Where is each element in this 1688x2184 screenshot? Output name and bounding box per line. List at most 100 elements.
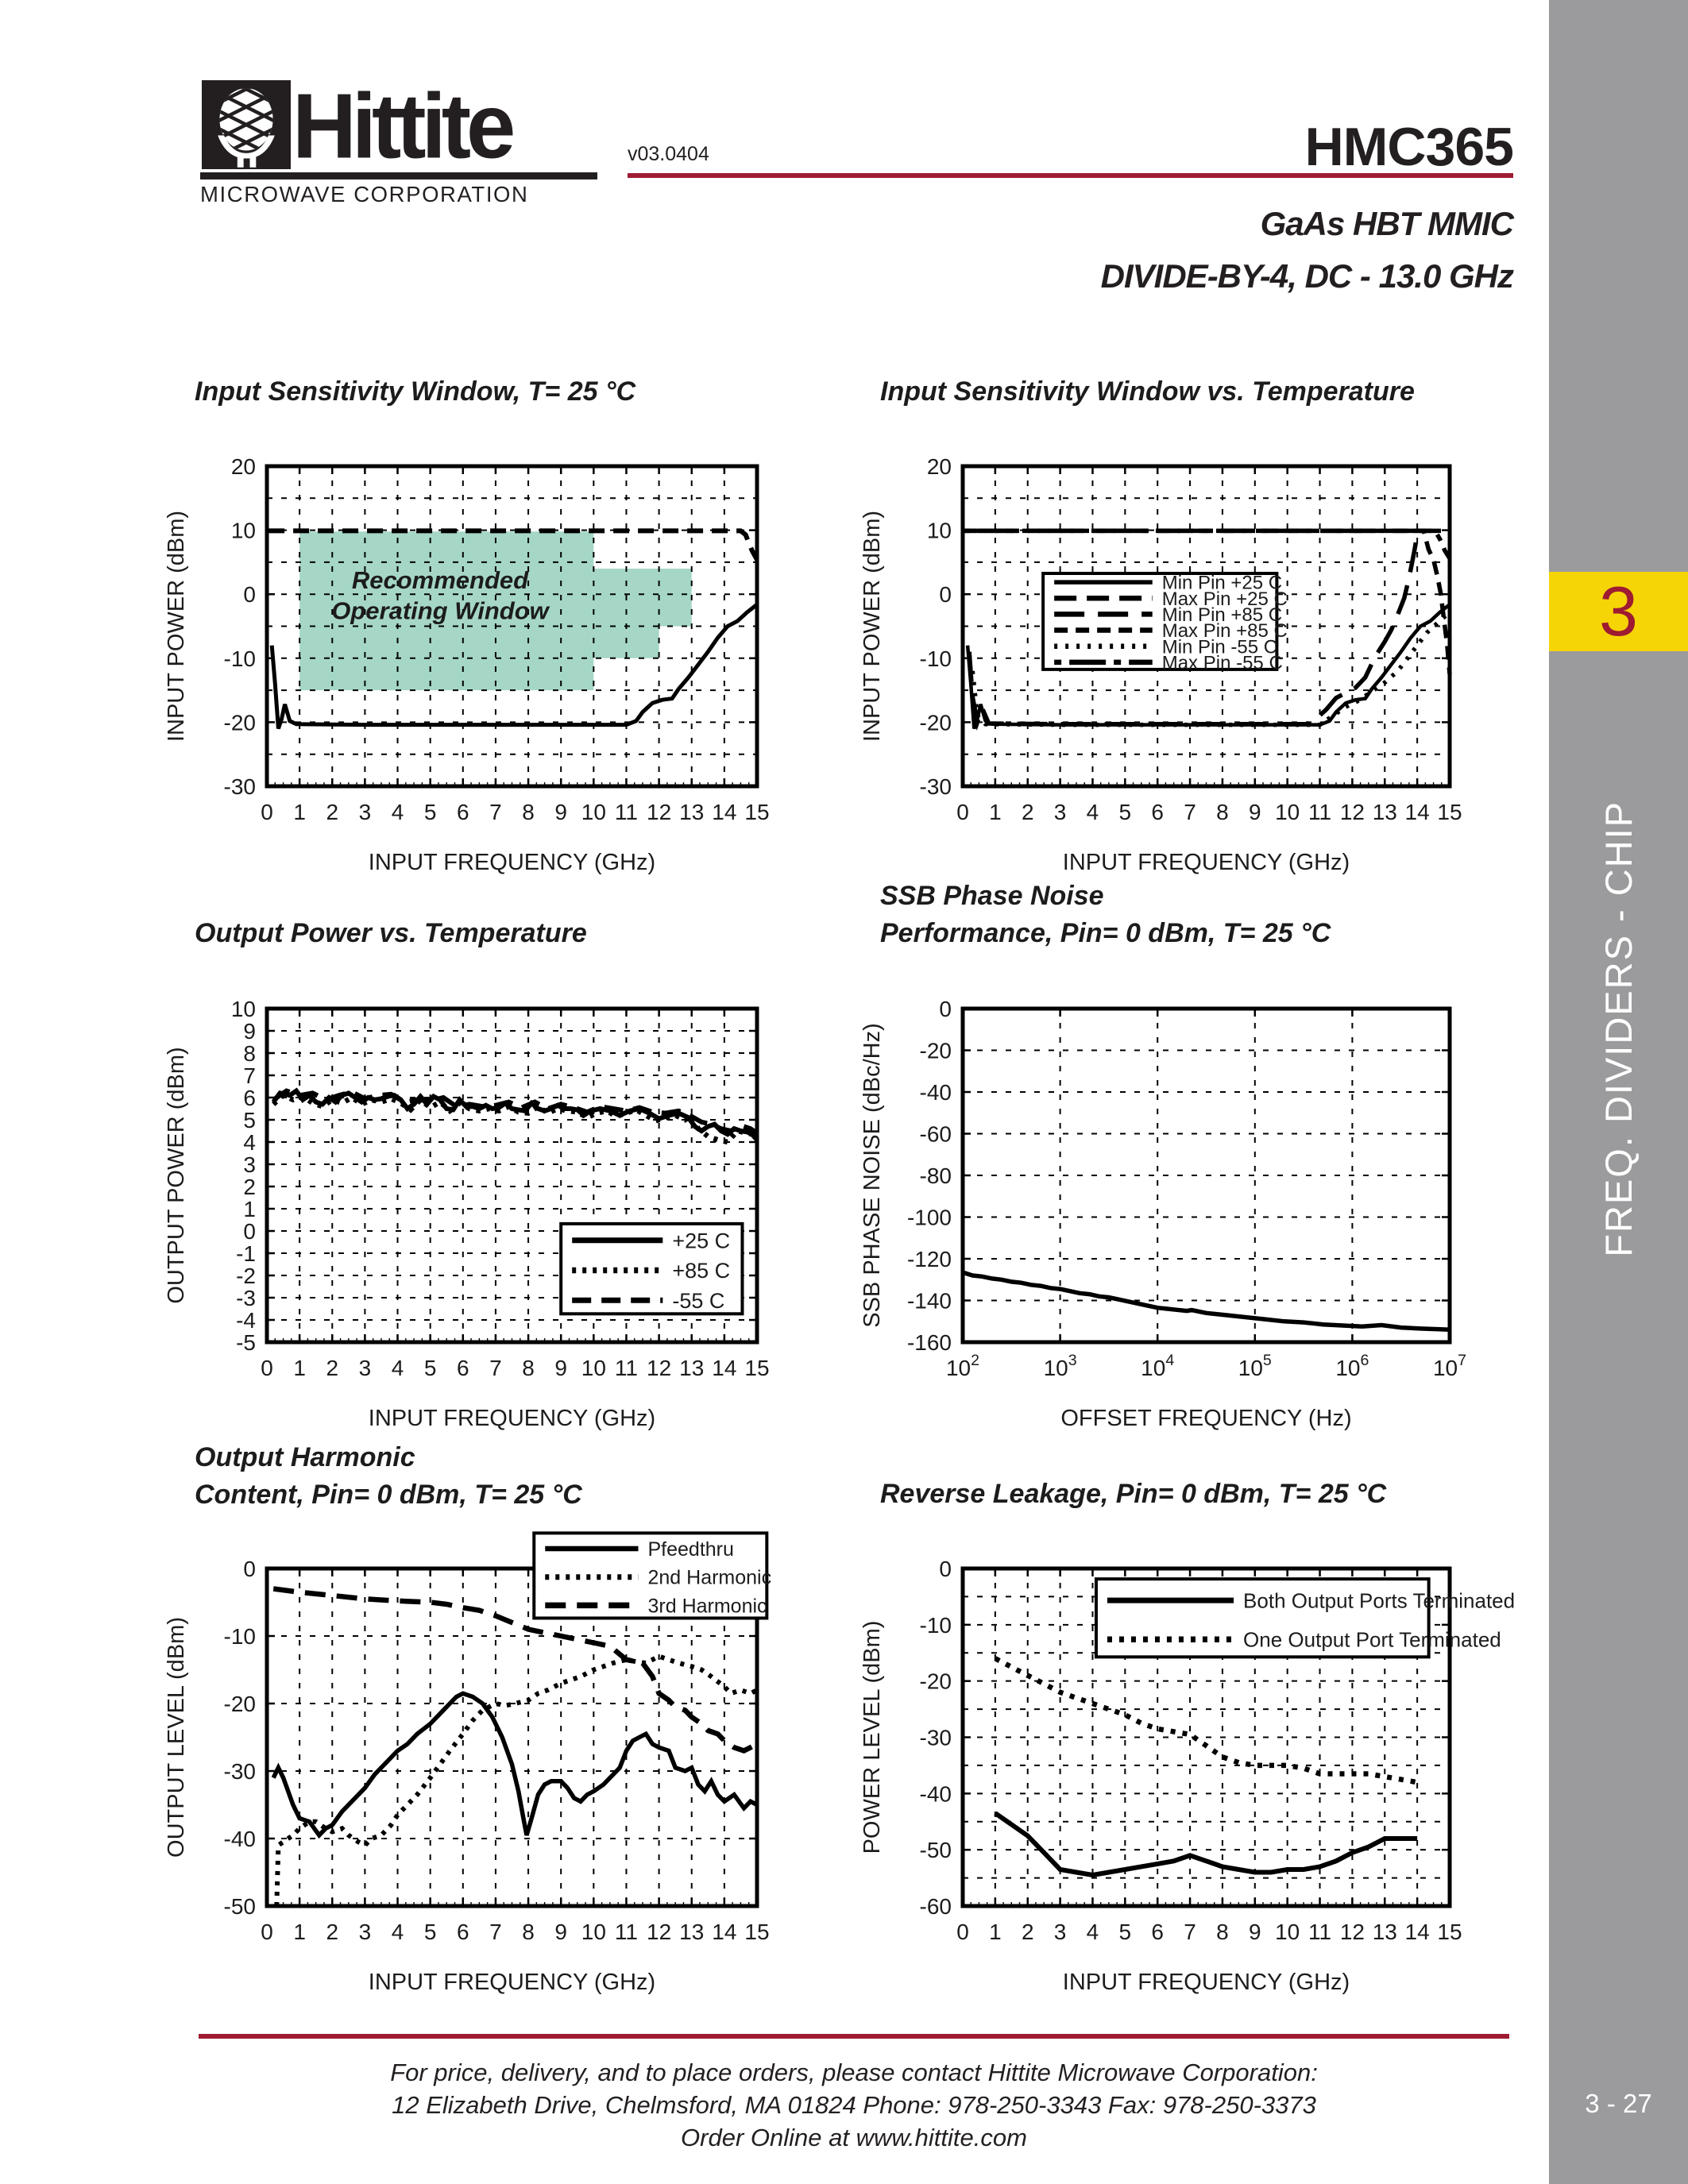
y-tick-labels: 0 -10 -20 -30 -40 -50 -60 xyxy=(920,1557,952,1919)
logo-company-line: MICROWAVE CORPORATION xyxy=(200,182,529,206)
series-group xyxy=(994,1656,1418,1878)
svg-text:9: 9 xyxy=(554,1356,567,1380)
chart-reverse-leakage: 0 1 2 3 4 5 6 7 8 9 10 11 12 13 14 150-10-20-30-40-50-6… xyxy=(859,1557,1515,1995)
svg-text:10: 10 xyxy=(1275,1920,1300,1944)
svg-text:7: 7 xyxy=(1184,800,1196,824)
svg-text:5: 5 xyxy=(424,1920,437,1944)
svg-text:9: 9 xyxy=(554,800,567,824)
svg-text:0: 0 xyxy=(243,1557,256,1581)
svg-text:5: 5 xyxy=(1119,800,1132,824)
svg-text:7: 7 xyxy=(489,1356,502,1380)
svg-text:-40: -40 xyxy=(224,1827,256,1851)
axis-ticks xyxy=(961,1007,1451,1344)
x-tick-labels: 102 103 104 105 106 107 xyxy=(946,1352,1466,1380)
svg-text:2: 2 xyxy=(326,1920,338,1944)
legend-entry-label: Max Pin -55 C xyxy=(1162,652,1283,673)
svg-text:12: 12 xyxy=(1340,800,1365,824)
svg-text:0: 0 xyxy=(243,1219,256,1244)
svg-text:1: 1 xyxy=(989,1920,1002,1944)
svg-text:15: 15 xyxy=(744,1920,769,1944)
chart-title-reverse-leakage: Reverse Leakage, Pin= 0 dBm, T= 25 °C xyxy=(880,1479,1387,1509)
chart-input-sensitivity-window-vs-temperature: 0 1 2 3 4 5 6 7 8 9 10 11 12 13 14 1520100-10-20-30INPU… xyxy=(859,454,1462,875)
svg-text:12: 12 xyxy=(647,1920,671,1944)
series-min-pin xyxy=(269,603,759,730)
svg-text:-20: -20 xyxy=(920,1039,952,1063)
series-group xyxy=(271,1586,759,1907)
hittite-microphone-icon xyxy=(202,80,291,169)
svg-text:-3: -3 xyxy=(236,1286,256,1310)
svg-text:10: 10 xyxy=(581,800,606,824)
svg-text:0: 0 xyxy=(261,1356,273,1380)
svg-text:6: 6 xyxy=(457,1356,469,1380)
svg-text:102: 102 xyxy=(946,1352,979,1380)
svg-text:1: 1 xyxy=(293,1920,306,1944)
series-both-output-ports-terminated xyxy=(994,1811,1418,1878)
x-axis-label: INPUT FREQUENCY (GHz) xyxy=(369,1970,655,1995)
y-axis-label: OUTPUT LEVEL (dBm) xyxy=(164,1617,189,1858)
y-axis-label: POWER LEVEL (dBm) xyxy=(859,1621,885,1854)
svg-text:-30: -30 xyxy=(920,1726,952,1750)
minor-ticks xyxy=(962,1902,1450,1906)
series-min-pin-85-c xyxy=(967,530,1420,731)
y-tick-labels: 0 -10 -20 -30 -40 -50 xyxy=(224,1557,256,1919)
series-group xyxy=(271,1087,759,1145)
svg-text:8: 8 xyxy=(522,1356,535,1380)
legend-entry-label: Pfeedthru xyxy=(647,1538,733,1561)
svg-text:-30: -30 xyxy=(224,1759,256,1784)
legend: Both Output Ports Terminated One Output P… xyxy=(1094,1577,1515,1659)
footer-line-3: Order Online at www.hittite.com xyxy=(681,2124,1027,2151)
svg-text:-60: -60 xyxy=(920,1894,952,1919)
legend-entry-label: +85 C xyxy=(672,1259,730,1283)
chart-output-power-vs-temperature: 0 1 2 3 4 5 6 7 8 9 10 11 12 13 14 15109876543210-1-2-3… xyxy=(164,997,770,1431)
x-axis-label: OFFSET FREQUENCY (Hz) xyxy=(1060,1406,1351,1431)
svg-text:9: 9 xyxy=(243,1019,256,1044)
svg-text:-10: -10 xyxy=(920,646,952,671)
y-axis-label: OUTPUT POWER (dBm) xyxy=(164,1047,189,1303)
svg-text:10: 10 xyxy=(581,1920,606,1944)
section-tab: 3 xyxy=(1549,572,1688,651)
legend-entry-label: Min Pin +25 C xyxy=(1162,573,1282,594)
svg-text:10: 10 xyxy=(581,1356,606,1380)
y-tick-labels: 0 -20 -40 -60 -80 -100 -120 -140 -160 xyxy=(907,997,952,1355)
svg-text:107: 107 xyxy=(1433,1352,1466,1380)
chart-title-input-sensitivity-window-25c: Input Sensitivity Window, T= 25 °C xyxy=(195,376,636,407)
svg-text:10: 10 xyxy=(927,519,952,543)
chart-output-harmonic-content: 0 1 2 3 4 5 6 7 8 9 10 11 12 13 14 150-10-20-30-40-50IN… xyxy=(164,1531,771,1995)
region-label: Recommended Operating Window xyxy=(331,566,550,625)
series-group xyxy=(963,528,1452,731)
svg-text:3: 3 xyxy=(1054,800,1067,824)
svg-text:-140: -140 xyxy=(907,1289,952,1314)
svg-text:4: 4 xyxy=(1087,1920,1099,1944)
legend-entry-label: +25 C xyxy=(672,1229,730,1252)
svg-text:1: 1 xyxy=(989,800,1002,824)
svg-text:-4: -4 xyxy=(236,1308,256,1333)
svg-text:10: 10 xyxy=(231,997,256,1021)
x-tick-labels: 0 1 2 3 4 5 6 7 8 9 10 11 12 13 14 15 xyxy=(956,800,1462,824)
gridlines xyxy=(963,1009,1450,1342)
svg-text:12: 12 xyxy=(647,800,671,824)
svg-text:-30: -30 xyxy=(224,774,256,799)
gridlines xyxy=(267,466,757,786)
svg-text:13: 13 xyxy=(679,1356,704,1380)
x-axis-label: INPUT FREQUENCY (GHz) xyxy=(1063,1970,1350,1995)
sidebar-band xyxy=(1549,0,1688,2184)
hittite-logo: Hittite MICROWAVE CORPORATION xyxy=(200,75,597,207)
svg-text:-5: -5 xyxy=(236,1330,256,1355)
chart-title-output-harmonic-content: Output Harmonic Content, Pin= 0 dBm, T= … xyxy=(195,1442,582,1510)
x-tick-labels: 0 1 2 3 4 5 6 7 8 9 10 11 12 13 14 15 xyxy=(956,1920,1462,1944)
svg-text:4: 4 xyxy=(392,800,404,824)
svg-text:0: 0 xyxy=(956,1920,969,1944)
svg-text:-40: -40 xyxy=(920,1080,952,1105)
svg-text:104: 104 xyxy=(1141,1352,1174,1380)
svg-text:1: 1 xyxy=(293,1356,306,1380)
chart-ssb-phase-noise: 102 103 104 105 106 107 0 -20 -40 -60 -80 -100 -120 -… xyxy=(859,997,1466,1431)
y-tick-labels: 20 10 0 -10 -20 -30 xyxy=(920,454,952,799)
legend-entry-label: One Output Port Terminated xyxy=(1243,1628,1501,1652)
svg-text:-20: -20 xyxy=(920,710,952,735)
svg-text:-20: -20 xyxy=(920,1669,952,1694)
svg-text:4: 4 xyxy=(243,1130,256,1155)
svg-text:13: 13 xyxy=(1373,800,1397,824)
svg-text:2: 2 xyxy=(1022,1920,1034,1944)
